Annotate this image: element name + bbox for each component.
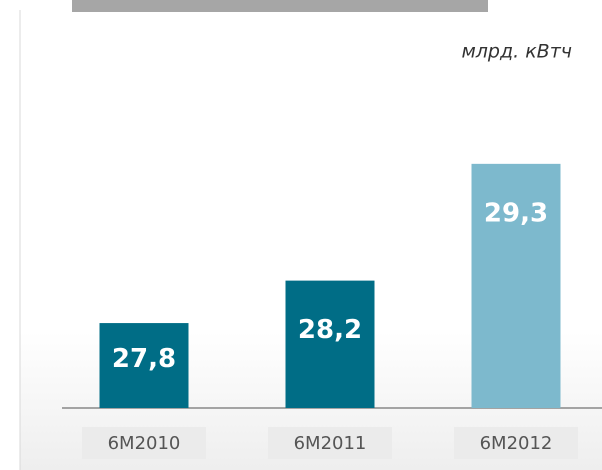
value-label: 28,2 [298, 315, 362, 345]
x-tick-label: 6M2011 [294, 433, 367, 454]
bar [285, 280, 375, 408]
top-strip [72, 0, 488, 12]
bar [99, 323, 189, 408]
category-box [82, 427, 206, 459]
unit-label: млрд. кВтч [461, 41, 572, 63]
bar [471, 163, 561, 408]
category-box [268, 427, 392, 459]
x-tick-label: 6M2010 [108, 433, 181, 454]
x-tick-label: 6M2012 [480, 433, 553, 454]
category-box [454, 427, 578, 459]
value-label: 29,3 [484, 198, 548, 228]
value-label: 27,8 [112, 344, 176, 374]
